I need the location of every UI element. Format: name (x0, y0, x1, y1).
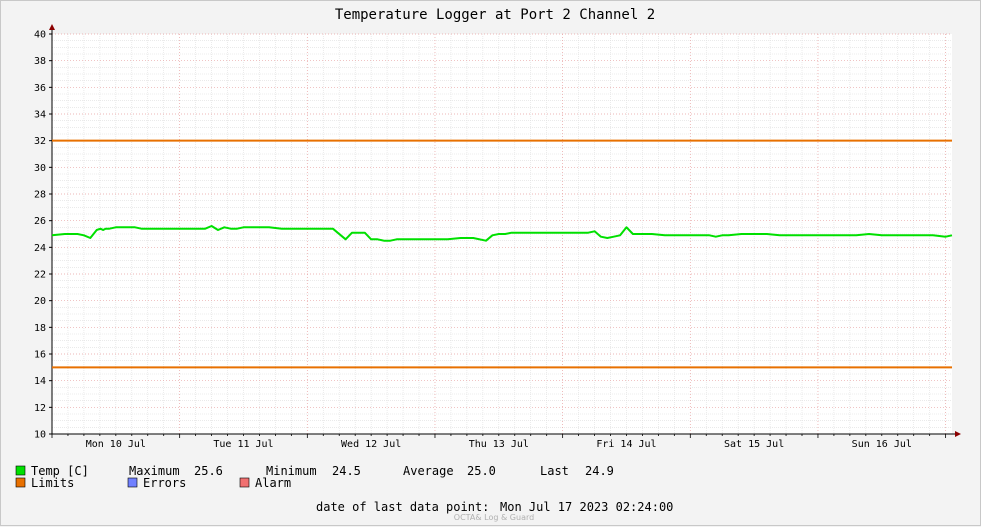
legend-swatch-temp (15, 465, 26, 476)
legend-average-label: Average (403, 464, 454, 478)
x-axis-ticks: Mon 10 Jul Tue 11 Jul Wed 12 Jul Thu 13 Jul… (51, 434, 947, 450)
watermark: OCTA& Log & Guard (454, 513, 534, 522)
y-tick-label: 20 (34, 296, 46, 307)
x-tick-label: Mon 10 Jul (86, 439, 146, 450)
x-tick-label: Sat 15 Jul (724, 439, 784, 450)
legend-swatch-limits (15, 477, 26, 488)
limit-lines (52, 139, 952, 369)
legend-swatch-errors (127, 477, 138, 488)
y-tick-label: 22 (34, 270, 46, 281)
y-axis-arrow-icon (49, 24, 55, 30)
y-tick-label: 12 (34, 403, 46, 414)
x-tick-label: Thu 13 Jul (469, 439, 529, 450)
x-axis-arrow-icon (955, 431, 961, 437)
legend-last-label: Last (540, 464, 569, 478)
y-tick-label: 30 (34, 163, 46, 174)
temperature-line (51, 225, 953, 242)
x-tick-label: Wed 12 Jul (341, 439, 401, 450)
legend-alarm-label: Alarm (255, 476, 291, 490)
legend-minimum-label: Minimum (266, 464, 317, 478)
legend-errors-label: Errors (143, 476, 186, 490)
y-tick-label: 26 (34, 216, 46, 227)
temperature-series (51, 225, 953, 242)
y-tick-label: 40 (34, 30, 46, 41)
footer-date-label: date of last data point: (316, 500, 489, 514)
legend-temp-label: Temp [C] (31, 464, 89, 478)
y-axis-ticks: 10 12 14 16 18 20 22 24 26 28 30 32 34 36 38 40 (34, 30, 52, 441)
y-tick-label: 32 (34, 136, 46, 147)
footer-date-value: Mon Jul 17 2023 02:24:00 (500, 500, 673, 514)
y-tick-label: 28 (34, 190, 46, 201)
x-tick-label: Sun 16 Jul (852, 439, 912, 450)
y-tick-label: 14 (34, 376, 46, 387)
legend: Temp [C] Maximum 25.6 Minimum 24.5 Avera… (15, 464, 614, 490)
y-tick-label: 38 (34, 56, 46, 67)
legend-limits-label: Limits (31, 476, 74, 490)
y-tick-label: 24 (34, 243, 46, 254)
y-tick-label: 18 (34, 323, 46, 334)
legend-minimum-value: 24.5 (332, 464, 361, 478)
legend-maximum-value: 25.6 (194, 464, 223, 478)
y-tick-label: 16 (34, 350, 46, 361)
legend-average-value: 25.0 (467, 464, 496, 478)
x-tick-label: Tue 11 Jul (213, 439, 273, 450)
y-tick-label: 36 (34, 83, 46, 94)
x-tick-label: Fri 14 Jul (596, 439, 656, 450)
y-tick-label: 34 (34, 110, 46, 121)
legend-last-value: 24.9 (585, 464, 614, 478)
chart-title: Temperature Logger at Port 2 Channel 2 (335, 7, 655, 23)
y-tick-label: 10 (34, 430, 46, 441)
legend-maximum-label: Maximum (129, 464, 180, 478)
legend-swatch-alarm (239, 477, 250, 488)
